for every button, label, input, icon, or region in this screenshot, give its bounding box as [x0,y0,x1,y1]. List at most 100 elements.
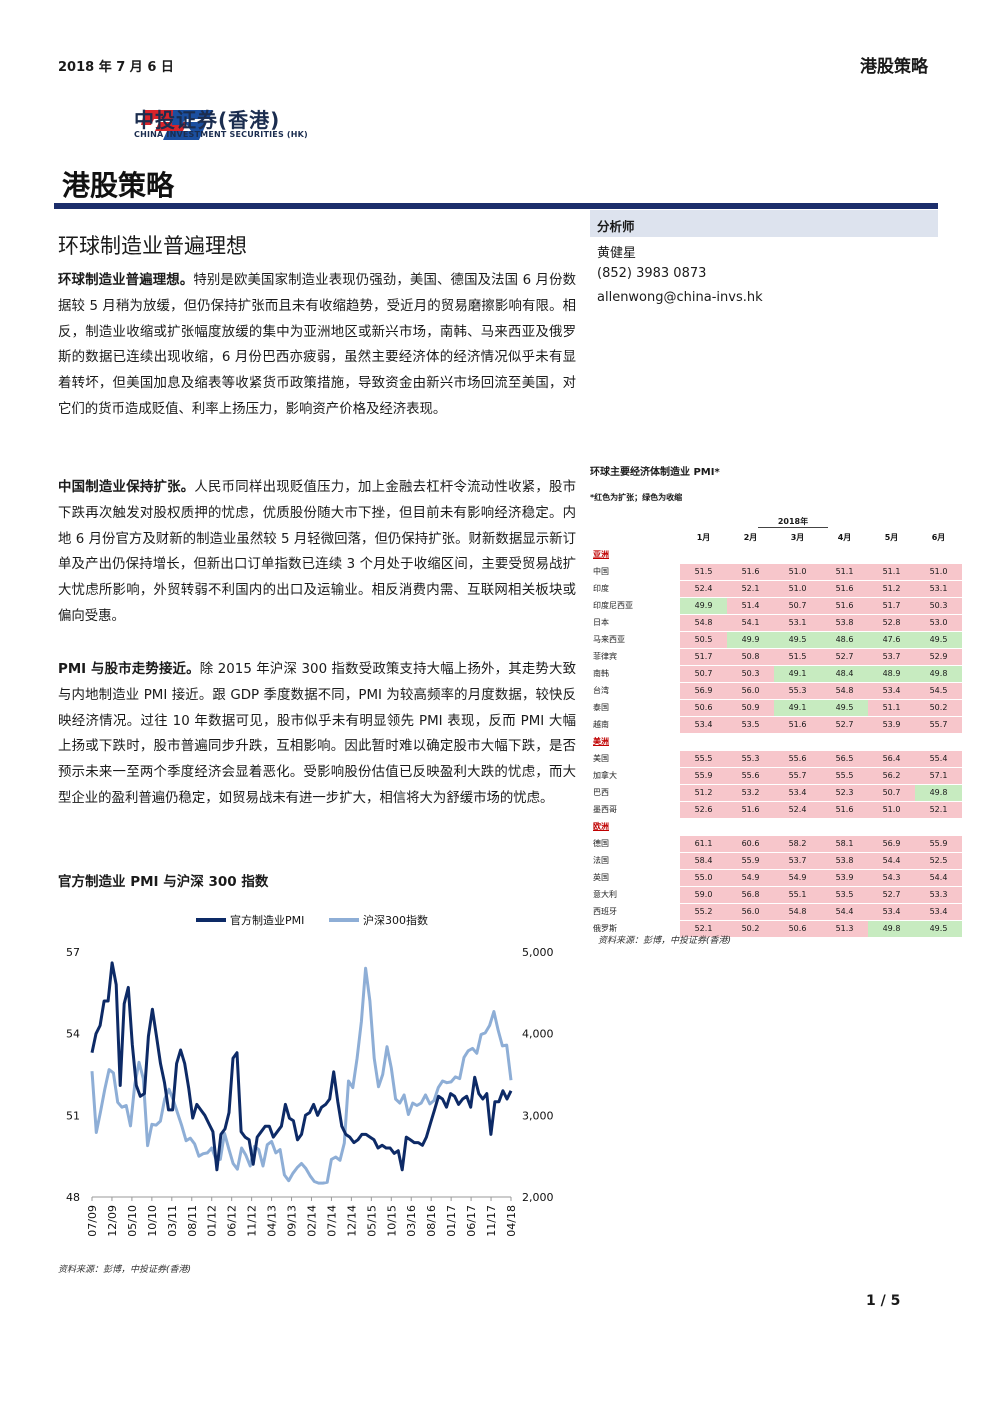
x-tick-label: 09/13 [286,1205,299,1237]
country-name: 俄罗斯 [590,920,680,938]
pmi-value: 47.6 [868,631,915,649]
country-name: 马来西亚 [590,631,680,649]
pmi-value: 51.0 [774,563,821,581]
pmi-value: 53.5 [727,716,774,734]
x-tick-label: 10/10 [146,1205,159,1237]
x-tick-label: 03/16 [405,1205,418,1237]
pmi-value: 56.9 [868,835,915,853]
pmi-value: 55.7 [774,767,821,785]
page-number: 1 / 5 [866,1293,901,1309]
pmi-value: 49.8 [915,665,962,683]
x-tick-label: 06/12 [226,1205,239,1237]
pmi-value: 50.7 [774,597,821,615]
pmi-value: 52.8 [868,614,915,632]
paragraph-3: PMI 与股市走势接近。除 2015 年沪深 300 指数受政策支持大幅上扬外，… [58,657,576,812]
page-title: 港股策略 [62,169,175,202]
x-tick-label: 10/15 [385,1205,398,1237]
pmi-value: 51.1 [868,563,915,581]
pmi-value: 51.1 [821,563,868,581]
pmi-value: 51.5 [774,648,821,666]
pmi-value: 50.7 [680,665,727,683]
table-row: 中国 51.5 51.6 51.0 51.1 51.1 51.0 [590,563,962,581]
country-name: 西班牙 [590,903,680,921]
csi300-series-line [90,966,513,1185]
pmi-value: 59.0 [680,886,727,904]
month-header: 4月 [821,529,868,547]
pmi-value: 52.1 [680,920,727,938]
pmi-value: 50.7 [868,784,915,802]
month-header: 5月 [868,529,915,547]
pmi-value: 54.3 [868,869,915,887]
paragraph-2-text: 人民币同样出现贬值压力，加上金融去杠杆令流动性收紧，股市下跌再次触发对股权质押的… [58,480,577,624]
pmi-value: 55.9 [915,835,962,853]
pmi-value: 54.1 [727,614,774,632]
country-name: 中国 [590,563,680,581]
pmi-value: 51.6 [727,563,774,581]
pmi-value: 52.1 [727,580,774,598]
pmi-value: 51.2 [868,580,915,598]
analyst-email[interactable]: allenwong@china-invs.hk [597,290,763,305]
analyst-label: 分析师 [597,219,635,234]
y-right-tick: 4,000 [522,1028,554,1041]
pmi-value: 48.4 [821,665,868,683]
table-row: 印度尼西亚 49.9 51.4 50.7 51.6 51.7 50.3 [590,597,962,615]
country-name: 美国 [590,750,680,768]
pmi-value: 52.7 [868,886,915,904]
title-divider [54,203,938,209]
y-right-tick: 2,000 [522,1191,554,1204]
pmi-value: 55.3 [774,682,821,700]
pmi-value: 50.6 [774,920,821,938]
pmi-value: 51.7 [868,597,915,615]
pmi-value: 53.3 [915,886,962,904]
x-tick-label: 04/18 [505,1205,518,1237]
pmi-value: 53.4 [680,716,727,734]
country-name: 英国 [590,869,680,887]
table-row: 加拿大 55.9 55.6 55.7 55.5 56.2 57.1 [590,767,962,785]
pmi-value: 54.4 [821,903,868,921]
pmi-value: 58.4 [680,852,727,870]
pmi-value: 51.7 [680,648,727,666]
pmi-value: 51.3 [821,920,868,938]
table-row: 法国 58.4 55.9 53.7 53.8 54.4 52.5 [590,852,962,870]
x-tick-label: 12/14 [345,1205,358,1237]
paragraph-2: 中国制造业保持扩张。人民币同样出现贬值压力，加上金融去杠杆令流动性收紧，股市下跌… [58,475,576,630]
logo-chinese-name: 中投证券(香港) [134,108,281,132]
pmi-table-note: *红色为扩张；绿色为收缩 [590,493,683,502]
x-tick-label: 11/12 [246,1205,259,1237]
region-label: 亚洲 [590,546,962,564]
pmi-value: 50.8 [727,648,774,666]
country-name: 墨西哥 [590,801,680,819]
pmi-value: 51.5 [680,563,727,581]
pmi-value: 51.0 [915,563,962,581]
table-row: 美国 55.5 55.3 55.6 56.5 56.4 55.4 [590,750,962,768]
global-pmi-table: 1月 2月 3月 4月 5月 6月 亚洲 中国 51.5 51.6 51.0 51.1 51.1 51.0… [590,529,962,938]
pmi-value: 54.9 [727,869,774,887]
pmi-value: 60.6 [727,835,774,853]
pmi-value: 56.5 [821,750,868,768]
pmi-value: 51.0 [868,801,915,819]
country-name: 菲律宾 [590,648,680,666]
x-tick-label: 02/14 [305,1205,318,1237]
legend-label: 官方制造业PMI [230,913,304,927]
pmi-value: 51.1 [868,699,915,717]
table-row: 巴西 51.2 53.2 53.4 52.3 50.7 49.8 [590,784,962,802]
x-tick-label: 03/11 [166,1205,179,1237]
pmi-table-source: 资料来源：彭博，中投证券(香港) [598,936,732,946]
y-right-tick: 5,000 [522,946,554,959]
pmi-value: 56.0 [727,682,774,700]
pmi-table-year: 2018年 [758,516,828,528]
pmi-value: 55.4 [915,750,962,768]
analyst-header-box [590,210,938,237]
chart-title: 官方制造业 PMI 与沪深 300 指数 [58,874,269,890]
pmi-value: 52.1 [915,801,962,819]
pmi-value: 54.4 [915,869,962,887]
table-row: 俄罗斯 52.1 50.2 50.6 51.3 49.8 49.5 [590,920,962,938]
pmi-value: 54.4 [868,852,915,870]
pmi-value: 56.4 [868,750,915,768]
pmi-value: 49.5 [774,631,821,649]
report-headline: 环球制造业普遍理想 [58,234,247,258]
country-name: 德国 [590,835,680,853]
country-name: 巴西 [590,784,680,802]
pmi-value: 55.7 [915,716,962,734]
pmi-value: 51.4 [727,597,774,615]
